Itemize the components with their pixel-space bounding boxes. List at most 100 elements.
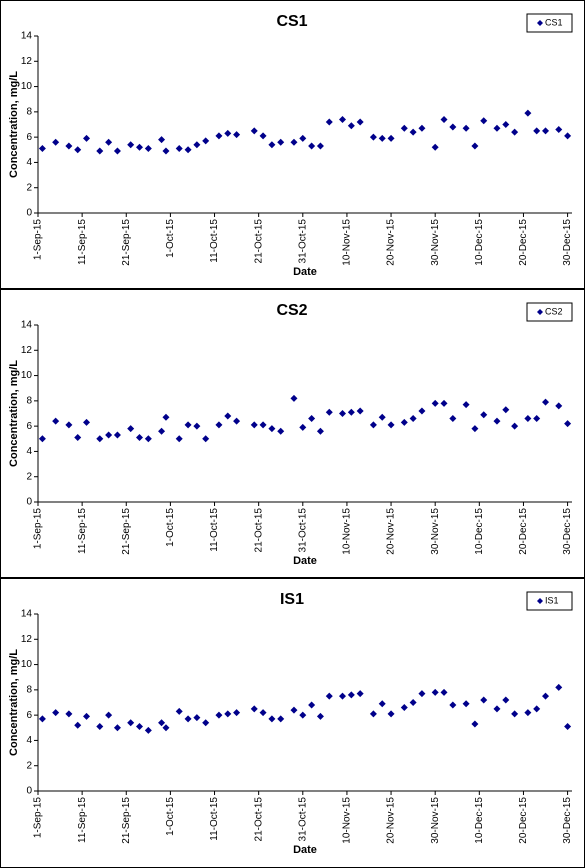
y-tick-label: 8 bbox=[26, 684, 32, 695]
x-tick-label: 21-Sep-15 bbox=[121, 797, 132, 844]
data-point bbox=[65, 421, 73, 429]
data-point bbox=[299, 711, 307, 719]
data-point bbox=[440, 115, 448, 123]
data-point bbox=[290, 706, 298, 714]
data-point bbox=[400, 124, 408, 132]
data-point bbox=[224, 129, 232, 137]
x-tick-label: 1-Sep-15 bbox=[33, 219, 44, 261]
data-point bbox=[511, 710, 519, 718]
data-point bbox=[233, 417, 241, 425]
data-point bbox=[339, 692, 347, 700]
x-tick-label: 10-Dec-15 bbox=[474, 219, 485, 266]
data-point bbox=[250, 705, 258, 713]
data-point bbox=[511, 128, 519, 136]
data-point bbox=[127, 719, 135, 727]
y-tick-label: 4 bbox=[26, 157, 32, 168]
data-point bbox=[316, 427, 324, 435]
x-axis-label: Date bbox=[293, 555, 317, 567]
y-tick-label: 2 bbox=[26, 182, 32, 193]
data-point bbox=[175, 707, 183, 715]
data-point bbox=[184, 146, 192, 154]
data-point bbox=[202, 137, 210, 145]
data-point bbox=[471, 142, 479, 150]
y-tick-label: 0 bbox=[26, 497, 32, 508]
data-point bbox=[533, 415, 541, 423]
data-point bbox=[555, 683, 563, 691]
panel-border bbox=[0, 578, 585, 868]
x-tick-label: 31-Oct-15 bbox=[297, 797, 308, 842]
data-point bbox=[462, 700, 470, 708]
data-point bbox=[316, 142, 324, 150]
data-point bbox=[38, 145, 46, 153]
data-point bbox=[339, 410, 347, 417]
data-point bbox=[193, 422, 201, 430]
data-point bbox=[356, 407, 364, 415]
x-tick-label: 1-Sep-15 bbox=[33, 508, 44, 550]
data-point bbox=[471, 720, 479, 728]
y-tick-label: 0 bbox=[26, 786, 32, 797]
x-tick-label: 30-Nov-15 bbox=[430, 797, 441, 844]
data-point bbox=[83, 418, 91, 426]
x-tick-label: 11-Sep-15 bbox=[77, 797, 88, 843]
chart-panel: CS2 0 2 4 6 8 10 12 14 1-Sep-15 11-Sep-15 21-Sep-15… bbox=[0, 289, 585, 578]
data-point bbox=[175, 435, 183, 443]
data-point bbox=[215, 132, 223, 140]
data-point bbox=[431, 143, 439, 151]
data-point bbox=[105, 711, 113, 719]
y-tick-label: 14 bbox=[21, 31, 33, 42]
data-point bbox=[564, 723, 572, 731]
legend: CS2 bbox=[526, 302, 573, 322]
legend-box bbox=[526, 302, 573, 322]
data-point bbox=[347, 408, 355, 416]
data-point bbox=[325, 692, 333, 700]
data-point bbox=[74, 721, 82, 729]
data-point bbox=[162, 724, 170, 732]
data-point bbox=[52, 709, 60, 717]
data-point bbox=[158, 719, 166, 727]
data-point bbox=[387, 421, 395, 429]
y-tick-label: 10 bbox=[21, 81, 33, 92]
data-point bbox=[418, 124, 426, 132]
data-point bbox=[259, 709, 267, 717]
data-point bbox=[409, 699, 417, 706]
data-point bbox=[290, 394, 298, 402]
data-point bbox=[471, 425, 479, 433]
data-point bbox=[308, 142, 316, 150]
data-point bbox=[440, 688, 448, 696]
data-point bbox=[462, 401, 470, 409]
data-point bbox=[564, 132, 572, 140]
data-point bbox=[224, 710, 232, 718]
data-point bbox=[555, 402, 563, 410]
legend-marker bbox=[537, 598, 543, 604]
data-point bbox=[184, 715, 192, 723]
data-point bbox=[524, 415, 532, 423]
data-point bbox=[400, 418, 408, 426]
data-point bbox=[113, 724, 121, 732]
data-point bbox=[564, 420, 572, 428]
data-point bbox=[113, 431, 121, 439]
data-point bbox=[462, 124, 470, 132]
x-tick-label: 31-Oct-15 bbox=[297, 508, 308, 553]
data-point bbox=[105, 431, 113, 439]
data-point bbox=[162, 413, 170, 421]
x-tick-label: 20-Dec-15 bbox=[518, 508, 529, 555]
y-tick-label: 8 bbox=[26, 106, 32, 117]
data-point bbox=[418, 407, 426, 415]
data-point bbox=[268, 141, 276, 149]
data-point bbox=[347, 691, 355, 699]
y-tick-label: 10 bbox=[21, 659, 33, 670]
data-point bbox=[533, 127, 541, 135]
data-point bbox=[356, 118, 364, 126]
data-point bbox=[369, 710, 377, 718]
data-point bbox=[250, 421, 258, 429]
data-point bbox=[542, 398, 550, 406]
data-point bbox=[356, 690, 364, 698]
data-point bbox=[418, 690, 426, 698]
data-point bbox=[268, 715, 276, 723]
data-point bbox=[96, 147, 104, 155]
data-point bbox=[52, 138, 60, 146]
x-tick-label: 21-Sep-15 bbox=[121, 219, 132, 266]
data-point bbox=[502, 406, 510, 414]
data-point bbox=[96, 723, 104, 731]
x-tick-label: 10-Nov-15 bbox=[342, 508, 353, 555]
